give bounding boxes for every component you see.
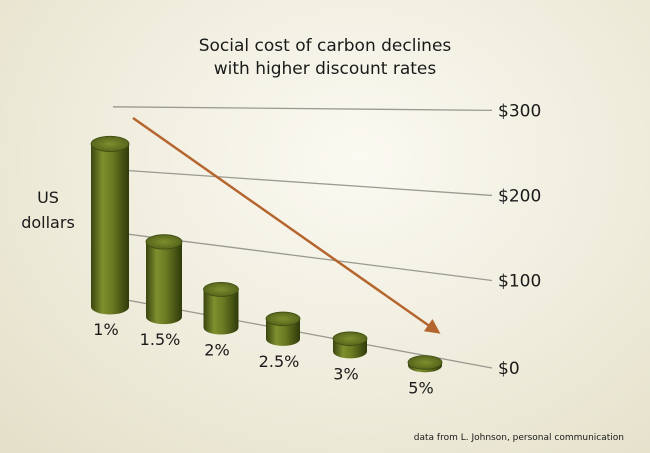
bar-body-1.5% [146,241,182,325]
category-label-2%: 2% [204,341,229,360]
bars [90,135,443,373]
y-tick-label-200: $200 [498,186,541,206]
bar-top-2% [203,282,239,297]
category-label-5%: 5% [408,379,433,398]
category-label-2.5%: 2.5% [259,352,300,371]
bar-1% [90,135,130,315]
category-label-1%: 1% [93,320,118,339]
grid-line-300 [112,106,493,111]
y-axis-label-line-1: US [37,188,59,207]
bar-top-1.5% [145,234,183,250]
chart-title: Social cost of carbon declines with high… [199,36,452,79]
bar-5% [407,355,443,373]
bar-1.5% [145,234,183,325]
bar-2% [203,282,239,335]
bar-top-3% [332,331,368,346]
chart-title-line-1: Social cost of carbon declines [199,36,452,56]
trend-arrow [132,116,441,334]
y-tick-label-0: $0 [498,359,520,379]
y-tick-label-300: $300 [498,101,541,121]
category-labels: 1% 1.5% 2% 2.5% 3% 5% [93,320,433,398]
category-label-3%: 3% [333,365,358,384]
bar-top-1% [90,135,130,152]
bar-top-5% [407,355,443,370]
source-note: data from L. Johnson, personal communica… [414,433,624,443]
bar-body-1% [91,143,129,315]
grid-line-200 [112,168,493,197]
y-tick-label-100: $100 [498,271,541,291]
chart-title-line-2: with higher discount rates [214,59,437,79]
y-axis-label-line-2: dollars [21,213,75,232]
y-axis-label: US dollars [21,188,75,232]
category-label-1.5%: 1.5% [140,330,181,349]
bar-body-2% [203,289,239,335]
y-tick-labels: $0 $100 $200 $300 [498,101,541,379]
bar-top-2.5% [265,311,301,326]
bar-3% [332,331,368,359]
bar-body-2.5% [266,318,300,346]
bar-2.5% [265,311,301,346]
